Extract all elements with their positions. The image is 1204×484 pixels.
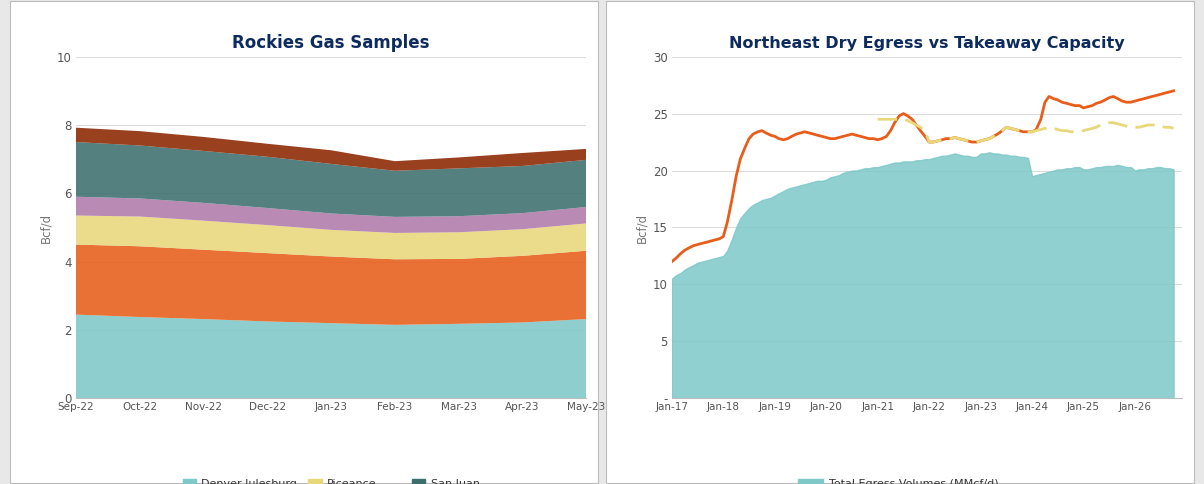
Y-axis label: Bcf/d: Bcf/d — [636, 212, 649, 242]
Title: Rockies Gas Samples: Rockies Gas Samples — [232, 34, 430, 52]
Text: Infrastructure: Infrastructure — [819, 15, 981, 38]
Legend: Total Egress Volumes (MMcf/d), Total Effective Capacity, Total Effective Capacit: Total Egress Volumes (MMcf/d), Total Eff… — [798, 479, 1005, 484]
Title: Northeast Dry Egress vs Takeaway Capacity: Northeast Dry Egress vs Takeaway Capacit… — [730, 36, 1125, 51]
Legend: Denver Julesburg, Green River, Piceance, Powder River, San Juan, Uinta: Denver Julesburg, Green River, Piceance,… — [183, 479, 479, 484]
Y-axis label: Bcf/d: Bcf/d — [40, 212, 53, 242]
Text: Flows: Flows — [271, 15, 337, 38]
